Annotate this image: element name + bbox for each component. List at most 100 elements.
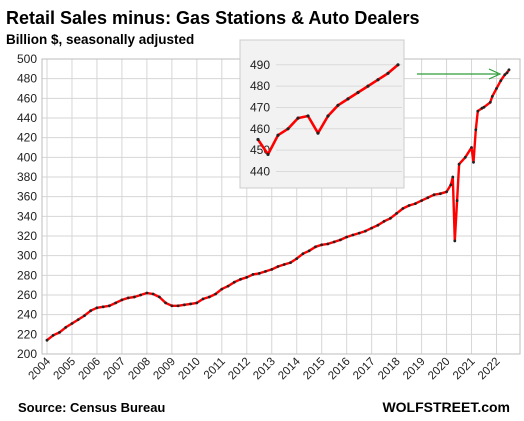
x-tick-label: 2021 [451,356,478,383]
y-tick-label: 400 [17,150,37,164]
data-point [307,249,311,253]
data-point [158,295,161,299]
data-point [295,257,299,260]
y-tick-label: 420 [17,131,37,145]
data-point [170,304,174,308]
inset-data-point [346,97,350,101]
inset-chart: 440 450 460 470 480 490 [239,39,405,189]
data-point [453,239,457,243]
y-tick-label: 440 [17,111,37,125]
data-point [183,303,186,307]
inset-data-point [336,103,340,107]
data-point [51,333,55,337]
inset-y-tick-label: 460 [250,122,270,136]
data-point [282,263,286,266]
y-tick-label: 260 [17,288,37,302]
x-tick-label: 2017 [351,356,378,383]
x-tick-label: 2018 [376,356,403,383]
data-point [507,68,511,72]
inset-data-point [356,90,360,95]
main-x-tick-labels: 2004200520062007200820092010201120122013… [27,355,503,382]
x-tick-label: 2008 [126,356,153,383]
data-point [201,297,205,301]
source-note: Source: Census Bureau [18,400,165,415]
data-point [239,277,242,281]
y-tick-label: 340 [17,209,37,223]
data-point [414,202,417,206]
data-point [472,160,475,164]
data-point [251,273,255,276]
data-point [490,95,494,98]
inset-data-point [306,114,310,118]
y-tick-label: 280 [17,268,37,282]
inset-data-point [286,127,290,131]
data-point [389,216,392,220]
data-point [495,87,498,90]
data-point [420,199,423,203]
data-point [214,292,218,296]
data-point [332,240,336,244]
data-point [126,296,130,300]
data-point [264,270,267,273]
data-point [45,338,49,342]
data-point [505,71,509,75]
data-point [145,291,149,295]
data-point [438,192,442,196]
data-point [449,183,453,187]
x-tick-label: 2007 [101,356,128,383]
y-tick-label: 220 [17,327,37,341]
inset-data-point [366,84,370,88]
data-point [401,207,405,210]
data-point [488,100,492,104]
data-point [70,322,74,325]
data-point [395,212,398,215]
data-point [207,295,211,299]
data-point [120,298,124,302]
data-point [101,305,105,309]
data-point [432,193,436,197]
y-tick-label: 460 [17,91,37,105]
data-point [89,309,93,313]
y-tick-label: 320 [17,229,37,243]
data-point [376,223,380,227]
data-point [503,73,507,77]
inset-y-tick-label: 470 [250,100,270,114]
data-point [451,175,455,179]
data-point [189,302,193,306]
data-point [499,79,503,82]
data-point [357,231,361,235]
y-tick-label: 200 [17,347,37,361]
data-point [445,190,448,194]
data-point [58,331,61,334]
y-tick-label: 480 [17,72,37,86]
x-tick-label: 2010 [176,356,203,383]
x-tick-label: 2016 [326,356,353,383]
inset-series [256,63,400,156]
data-point [220,287,224,291]
data-point [463,155,467,159]
data-point [470,146,473,149]
inset-data-point [276,133,280,137]
inset-data-point [296,116,300,120]
y-tick-label: 380 [17,170,37,184]
data-point [289,261,292,264]
chart-title: Retail Sales minus: Gas Stations & Auto … [6,8,419,28]
data-point [482,105,486,109]
chart-subtitle: Billion $, seasonally adjusted [6,32,194,47]
inset-data-point [316,131,320,135]
data-point [320,243,324,247]
data-point [364,229,367,233]
x-tick-label: 2013 [251,356,278,383]
data-point [270,268,274,271]
data-point [245,275,249,279]
x-tick-label: 2019 [401,356,428,383]
y-tick-label: 500 [17,52,37,66]
inset-y-tick-label: 440 [250,164,270,178]
inset-data-point [266,152,270,156]
x-tick-label: 2009 [151,356,178,383]
data-point [114,301,118,305]
x-tick-label: 2020 [426,356,453,383]
y-tick-label: 360 [17,190,37,204]
x-tick-label: 2011 [202,356,228,382]
